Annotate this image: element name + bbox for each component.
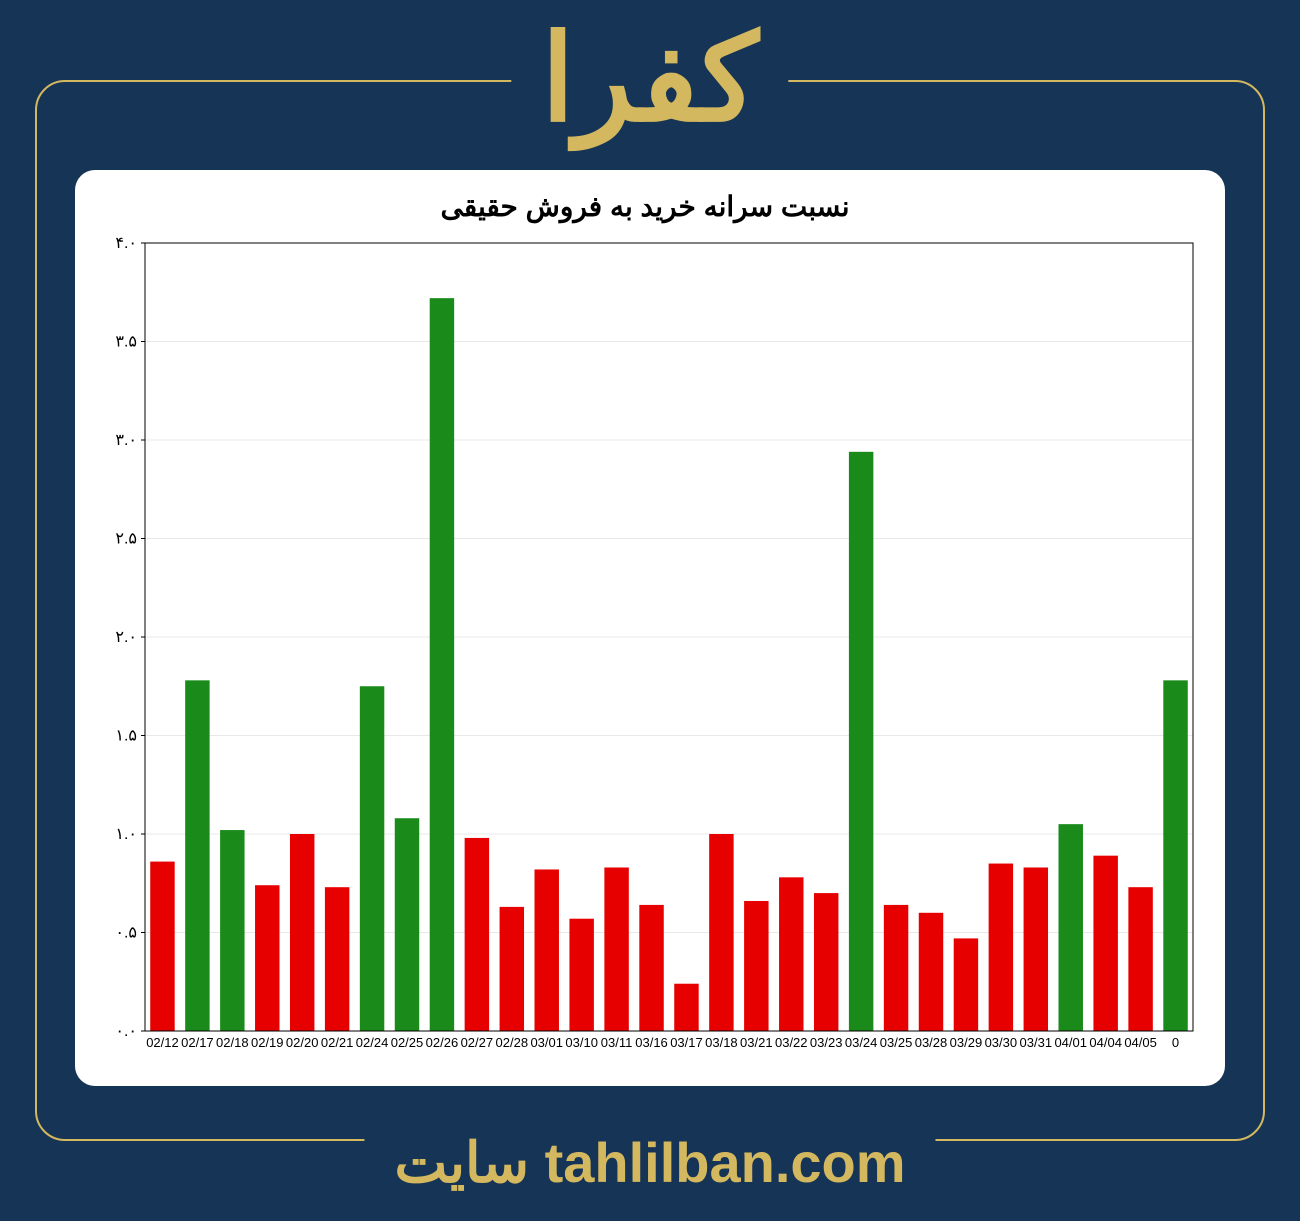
page-title: کفرا (511, 10, 788, 149)
svg-text:03/17: 03/17 (670, 1035, 703, 1050)
svg-text:02/19: 02/19 (251, 1035, 284, 1050)
svg-text:03/25: 03/25 (880, 1035, 913, 1050)
svg-text:03/21: 03/21 (740, 1035, 773, 1050)
svg-text:02/26: 02/26 (426, 1035, 459, 1050)
svg-text:02/25: 02/25 (391, 1035, 424, 1050)
svg-text:03/24: 03/24 (845, 1035, 878, 1050)
svg-text:04/05: 04/05 (1124, 1035, 1157, 1050)
svg-text:٢.٠: ٢.٠ (115, 629, 137, 646)
bar-chart: ٠.٠٠.۵١.٠١.۵٢.٠٢.۵٣.٠٣.۵۴.٠02/1202/1702/… (95, 233, 1195, 1061)
svg-text:02/27: 02/27 (461, 1035, 494, 1050)
svg-text:02/20: 02/20 (286, 1035, 319, 1050)
footer-site-label: سایت (394, 1131, 529, 1194)
footer-credit: سایت tahlilban.com (364, 1130, 935, 1196)
svg-text:02/17: 02/17 (181, 1035, 214, 1050)
svg-text:٣.٠: ٣.٠ (115, 432, 137, 449)
svg-text:٣.۵: ٣.۵ (115, 334, 137, 351)
svg-text:02/12: 02/12 (146, 1035, 179, 1050)
svg-text:٠.۵: ٠.۵ (115, 925, 137, 942)
svg-text:02/24: 02/24 (356, 1035, 389, 1050)
svg-text:03/01: 03/01 (530, 1035, 563, 1050)
footer-url: tahlilban.com (545, 1131, 906, 1194)
svg-text:03/28: 03/28 (915, 1035, 948, 1050)
svg-text:03/16: 03/16 (635, 1035, 668, 1050)
svg-text:١.۵: ١.۵ (115, 728, 137, 745)
svg-text:۴.٠: ۴.٠ (115, 235, 137, 252)
svg-text:03/30: 03/30 (985, 1035, 1018, 1050)
svg-text:03/11: 03/11 (601, 1035, 633, 1050)
svg-text:02/28: 02/28 (496, 1035, 529, 1050)
svg-text:04/01: 04/01 (1054, 1035, 1087, 1050)
svg-text:٢.۵: ٢.۵ (115, 531, 137, 548)
svg-text:03/29: 03/29 (950, 1035, 983, 1050)
svg-text:03/10: 03/10 (565, 1035, 598, 1050)
svg-text:04/04: 04/04 (1089, 1035, 1122, 1050)
chart-title: نسبت سرانه خرید به فروش حقیقی (95, 190, 1195, 223)
svg-text:٠.٠: ٠.٠ (115, 1023, 137, 1040)
svg-text:03/22: 03/22 (775, 1035, 808, 1050)
svg-text:03/18: 03/18 (705, 1035, 738, 1050)
svg-text:03/23: 03/23 (810, 1035, 843, 1050)
svg-text:03/31: 03/31 (1020, 1035, 1053, 1050)
chart-panel: نسبت سرانه خرید به فروش حقیقی ٠.٠ ٠.۵ ١.٠ ١… (75, 170, 1225, 1086)
svg-text:02/18: 02/18 (216, 1035, 249, 1050)
svg-text:0: 0 (1172, 1035, 1179, 1050)
svg-text:02/21: 02/21 (321, 1035, 354, 1050)
svg-text:١.٠: ١.٠ (115, 826, 137, 843)
